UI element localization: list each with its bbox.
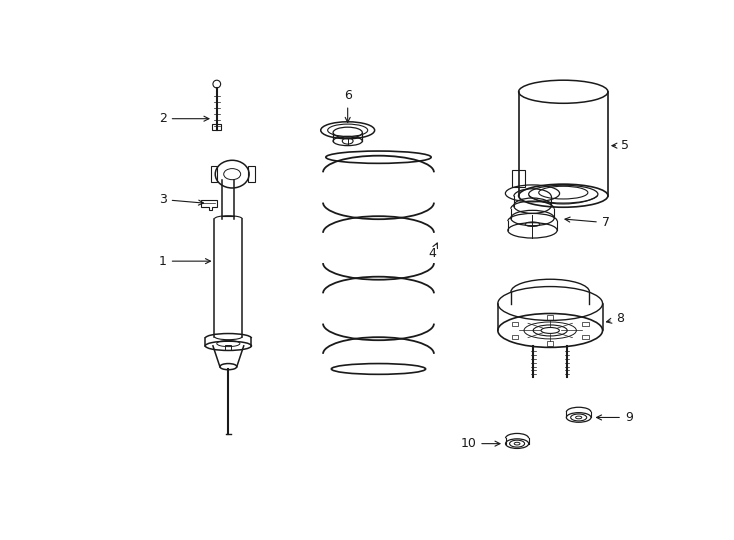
Text: 1: 1 bbox=[159, 255, 211, 268]
Text: 2: 2 bbox=[159, 112, 209, 125]
Text: 4: 4 bbox=[429, 243, 437, 260]
Text: 3: 3 bbox=[159, 193, 203, 206]
Text: 8: 8 bbox=[606, 313, 624, 326]
Text: 5: 5 bbox=[612, 139, 629, 152]
Text: 7: 7 bbox=[565, 216, 610, 229]
Text: 6: 6 bbox=[344, 90, 352, 123]
Text: 10: 10 bbox=[460, 437, 500, 450]
Text: 9: 9 bbox=[597, 411, 633, 424]
